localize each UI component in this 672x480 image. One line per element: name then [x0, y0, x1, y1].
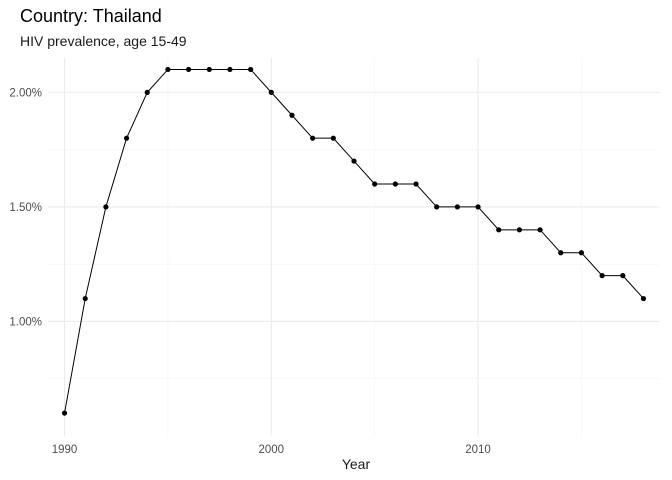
series-line: [64, 68, 644, 414]
major-gridlines: [48, 58, 660, 436]
x-axis-tick-labels: 1990 2000 2010: [52, 444, 491, 456]
data-points: [61, 66, 647, 416]
data-point: [599, 273, 605, 279]
data-point: [351, 158, 357, 164]
data-point: [144, 89, 150, 95]
data-point: [310, 135, 316, 141]
data-point: [165, 66, 171, 73]
x-tick-label: 1990: [52, 444, 78, 456]
data-point: [82, 295, 88, 302]
data-point: [413, 181, 419, 187]
x-tick-label: 2010: [465, 444, 491, 456]
chart-title: Country: Thailand: [20, 6, 162, 26]
data-point: [578, 250, 585, 256]
x-axis-title: Year: [342, 456, 371, 472]
data-point: [640, 295, 647, 302]
data-point: [516, 227, 523, 233]
y-tick-label: 1.50%: [9, 202, 42, 214]
y-tick-label: 2.00%: [9, 87, 42, 99]
data-point: [268, 89, 274, 95]
y-axis-tick-labels: 1.00% 1.50% 2.00%: [9, 87, 42, 328]
data-point: [496, 227, 502, 233]
x-tick-label: 2000: [259, 444, 285, 456]
data-point: [123, 135, 130, 141]
data-point: [103, 204, 109, 210]
data-point: [206, 66, 212, 73]
data-point: [61, 410, 68, 416]
data-point: [185, 66, 192, 73]
data-point: [227, 66, 233, 73]
minor-gridlines: [48, 58, 660, 436]
data-point: [558, 250, 564, 256]
data-point: [620, 273, 626, 279]
data-point: [289, 112, 295, 118]
y-tick-label: 1.00%: [9, 316, 42, 328]
data-point: [434, 204, 440, 210]
data-point: [372, 181, 378, 187]
data-point: [248, 66, 254, 73]
data-point: [330, 135, 336, 141]
data-point: [475, 204, 481, 210]
data-point: [392, 181, 398, 187]
data-point: [454, 204, 460, 210]
chart-subtitle: HIV prevalence, age 15-49: [20, 33, 187, 49]
data-point: [537, 227, 543, 233]
